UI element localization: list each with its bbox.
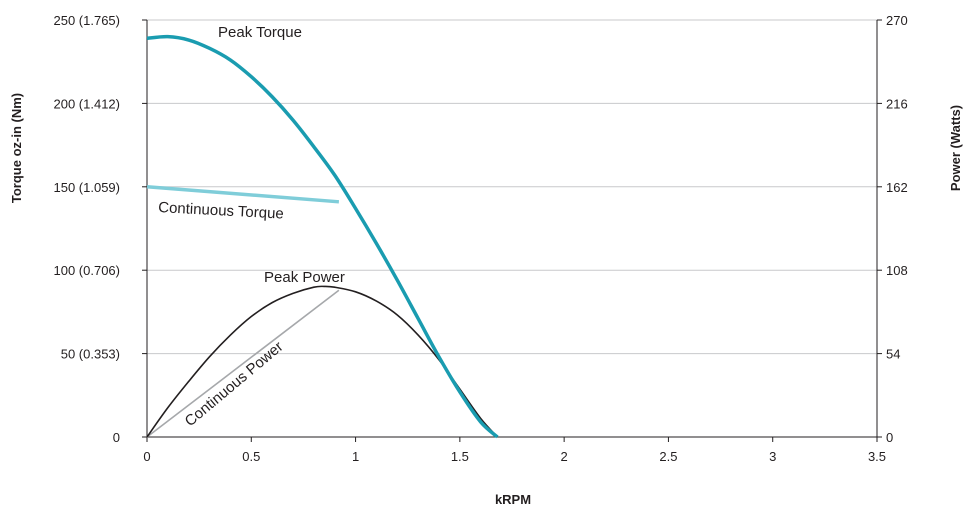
y-tick-label: 50 (0.353) — [61, 347, 120, 362]
y-tick-label: 150 (1.059) — [54, 180, 121, 195]
series-lines — [146, 34, 499, 439]
x-tick-label: 3.5 — [868, 449, 886, 464]
y2-tick-label: 54 — [886, 347, 900, 362]
continuous-power-label: Continuous Power — [182, 338, 287, 430]
x-axis-title: kRPM — [495, 492, 531, 507]
x-tick-label: 3 — [769, 449, 776, 464]
y-axis-title: Torque oz-in (Nm) — [9, 93, 24, 203]
y2-tick-label: 108 — [886, 263, 908, 278]
axes — [142, 19, 882, 442]
y-tick-label: 100 (0.706) — [54, 263, 121, 278]
continuous-torque-label: Continuous Torque — [158, 199, 284, 223]
peak-torque-line — [146, 34, 499, 439]
y-tick-label: 0 — [113, 430, 120, 445]
y2-tick-label: 0 — [886, 430, 893, 445]
x-tick-label: 1 — [352, 449, 359, 464]
y2-tick-label: 270 — [886, 13, 908, 28]
x-tick-label: 2.5 — [659, 449, 677, 464]
y2-tick-label: 216 — [886, 96, 908, 111]
peak-torque-label: Peak Torque — [218, 24, 302, 41]
tick-labels: 0 50 (0.353) 100 (0.706) 150 (1.059) 200 (1.… — [54, 13, 908, 464]
gridlines — [147, 19, 877, 355]
y-tick-label: 250 (1.765) — [54, 13, 121, 28]
peak-power-label: Peak Power — [264, 269, 345, 286]
continuous-power-line — [146, 289, 340, 438]
x-tick-label: 0 — [143, 449, 150, 464]
x-tick-label: 2 — [561, 449, 568, 464]
y2-axis-title: Power (Watts) — [948, 105, 963, 191]
x-tick-label: 1.5 — [451, 449, 469, 464]
y2-tick-label: 162 — [886, 180, 908, 195]
continuous-torque-line — [146, 185, 340, 204]
y-tick-label: 200 (1.412) — [54, 96, 121, 111]
x-tick-label: 0.5 — [242, 449, 260, 464]
